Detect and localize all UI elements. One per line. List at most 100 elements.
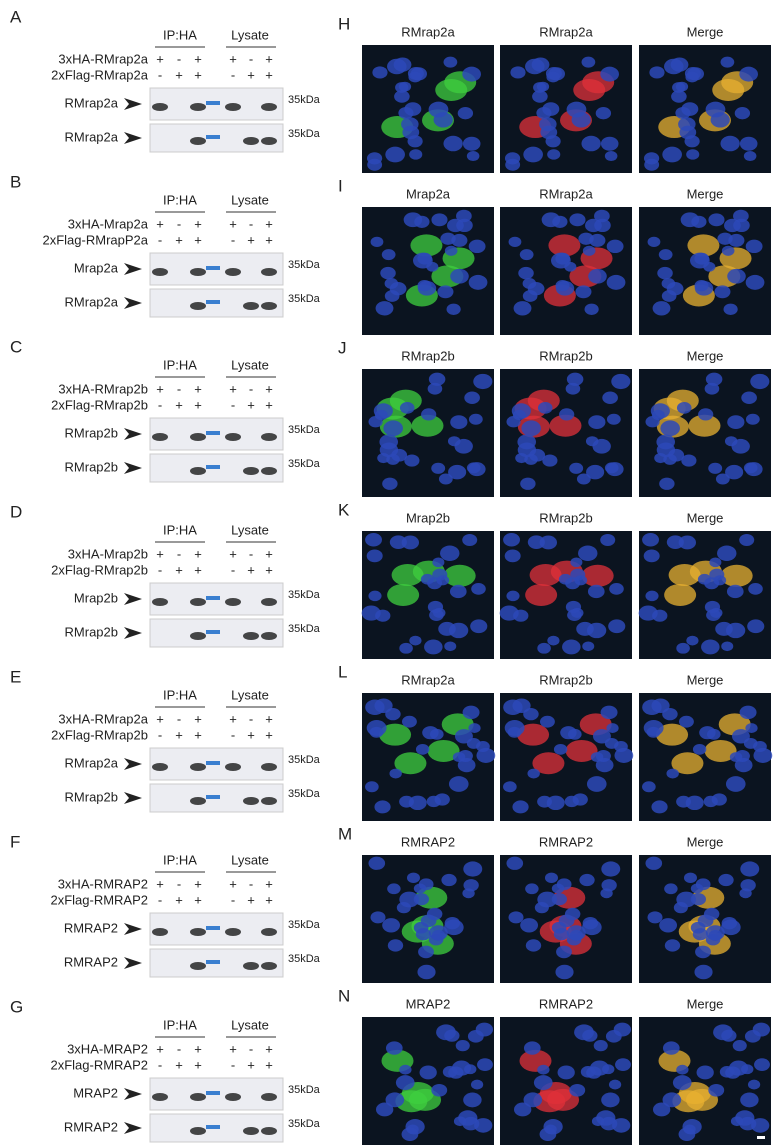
nucleus — [551, 893, 567, 906]
nucleus — [568, 728, 582, 740]
nucleus — [503, 532, 520, 547]
nucleus — [444, 1029, 460, 1042]
size-marker: 35kDa — [288, 293, 321, 305]
nucleus — [399, 402, 415, 414]
panel-letter: I — [338, 176, 343, 195]
nucleus — [745, 723, 758, 733]
nucleus — [697, 573, 712, 585]
band — [152, 1093, 168, 1101]
nucleus — [703, 907, 720, 921]
condition-sign: - — [177, 546, 181, 561]
condition-sign: - — [231, 232, 235, 247]
nucleus — [473, 373, 493, 390]
condition-sign: + — [265, 892, 273, 907]
condition-sign: + — [156, 1041, 164, 1056]
channel-label: Merge — [687, 186, 724, 201]
nucleus — [389, 281, 407, 296]
nucleus — [717, 545, 737, 562]
blot-label: Mrap2b — [74, 590, 118, 605]
nucleus — [539, 117, 557, 132]
band — [225, 928, 241, 936]
condition-sign: + — [175, 892, 183, 907]
stained-cell — [664, 583, 697, 606]
size-marker: 35kDa — [288, 919, 321, 931]
condition-label: 2xFlag-RMRAP2 — [50, 892, 148, 907]
condition-sign: - — [231, 67, 235, 82]
nucleus — [427, 382, 443, 395]
nucleus — [447, 218, 464, 233]
size-marker: 35kDa — [288, 1084, 321, 1096]
nucleus — [574, 575, 588, 586]
stained-cell — [395, 1090, 428, 1113]
nucleus — [519, 249, 534, 261]
nucleus — [448, 622, 469, 639]
nucleus — [754, 1058, 770, 1071]
condition-sign: - — [158, 562, 162, 577]
marker-band — [206, 465, 220, 469]
stained-cell — [688, 414, 721, 437]
nucleus — [454, 438, 473, 454]
condition-sign: + — [265, 546, 273, 561]
nucleus — [576, 473, 591, 485]
stained-cell — [427, 739, 460, 762]
nucleus — [606, 274, 626, 290]
nucleus — [518, 266, 534, 280]
band — [190, 1093, 206, 1101]
nucleus — [393, 57, 412, 72]
nucleus — [523, 1041, 541, 1055]
nucleus — [428, 101, 449, 118]
marker-band — [206, 431, 220, 435]
band — [243, 467, 259, 475]
nucleus — [731, 438, 750, 454]
stained-cell — [565, 739, 598, 762]
channel-label: Merge — [687, 996, 724, 1011]
size-marker: 35kDa — [288, 623, 321, 635]
nucleus — [684, 135, 700, 148]
marker-band — [206, 761, 220, 765]
nucleus — [401, 535, 420, 550]
nucleus — [365, 532, 382, 547]
band — [190, 763, 206, 771]
nucleus — [608, 619, 626, 634]
nucleus — [520, 918, 539, 933]
band — [190, 598, 206, 606]
micrograph — [362, 531, 494, 659]
nucleus — [638, 605, 658, 621]
nucleus — [374, 800, 391, 814]
nucleus — [368, 416, 383, 428]
nucleus — [506, 856, 524, 870]
nucleus — [739, 705, 757, 720]
band — [261, 467, 277, 475]
nucleus — [417, 252, 433, 265]
channel-label: Merge — [687, 510, 724, 525]
blot — [149, 252, 284, 286]
nucleus — [611, 373, 631, 390]
nucleus — [552, 215, 568, 228]
nucleus — [734, 758, 753, 773]
nucleus — [450, 268, 469, 284]
blot — [149, 1077, 284, 1111]
nucleus — [673, 902, 688, 914]
condition-sign: + — [229, 711, 237, 726]
band — [190, 433, 206, 441]
band — [190, 797, 206, 805]
nucleus — [662, 146, 682, 163]
marker-band — [206, 1091, 220, 1095]
nucleus — [426, 907, 443, 921]
nucleus — [725, 464, 744, 480]
nucleus — [606, 723, 619, 733]
condition-label: 3xHA-MRAP2 — [67, 1041, 148, 1056]
condition-sign: - — [158, 397, 162, 412]
condition-sign: + — [194, 711, 202, 726]
nucleus — [546, 71, 560, 83]
condition-sign: + — [194, 546, 202, 561]
nucleus — [537, 642, 551, 654]
nucleus — [418, 878, 434, 891]
condition-sign: + — [194, 67, 202, 82]
nucleus — [569, 930, 584, 941]
nucleus — [462, 534, 478, 547]
nucleus — [414, 215, 430, 228]
nucleus — [600, 66, 619, 82]
nucleus — [579, 873, 595, 887]
